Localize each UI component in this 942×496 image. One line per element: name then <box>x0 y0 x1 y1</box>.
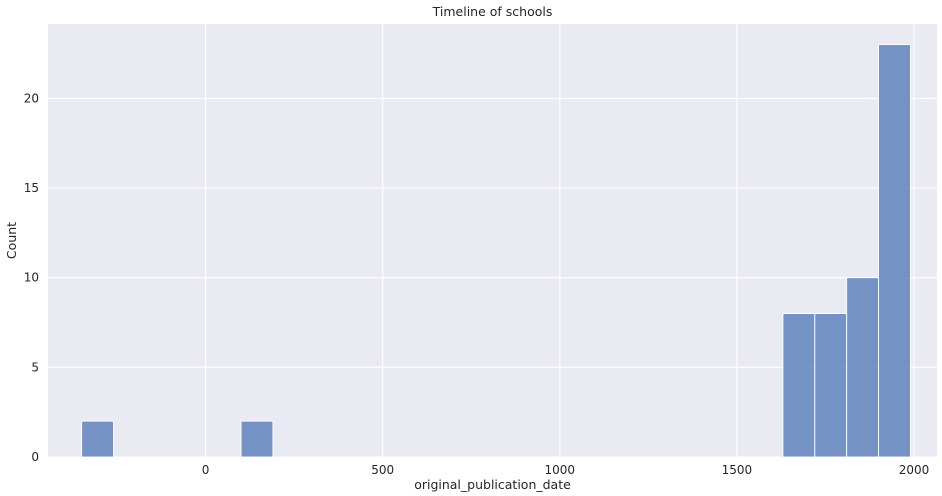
chart-title: Timeline of schools <box>432 4 553 19</box>
y-tick-label: 0 <box>31 450 39 464</box>
x-tick-label: 500 <box>371 463 394 477</box>
x-tick-labels: 0 500 1000 1500 2000 <box>202 463 929 477</box>
x-axis-title: original_publication_date <box>414 477 571 492</box>
y-tick-label: 5 <box>31 360 39 374</box>
y-tick-label: 10 <box>24 271 39 285</box>
y-tick-labels: 0 5 10 15 20 <box>24 91 39 464</box>
x-tick-label: 0 <box>202 463 210 477</box>
y-tick-label: 15 <box>24 181 39 195</box>
x-tick-label: 1500 <box>722 463 753 477</box>
histogram-bar <box>878 44 911 458</box>
histogram-bar <box>814 313 848 458</box>
histogram-bar <box>81 420 114 458</box>
histogram-bar <box>846 277 880 458</box>
histogram-bar <box>782 313 816 458</box>
histogram-bar <box>240 420 274 458</box>
x-tick-label: 2000 <box>899 463 930 477</box>
x-tick-label: 1000 <box>545 463 576 477</box>
y-tick-label: 20 <box>24 91 39 105</box>
histogram-bars <box>81 44 911 458</box>
y-axis-title: Count <box>4 222 19 259</box>
